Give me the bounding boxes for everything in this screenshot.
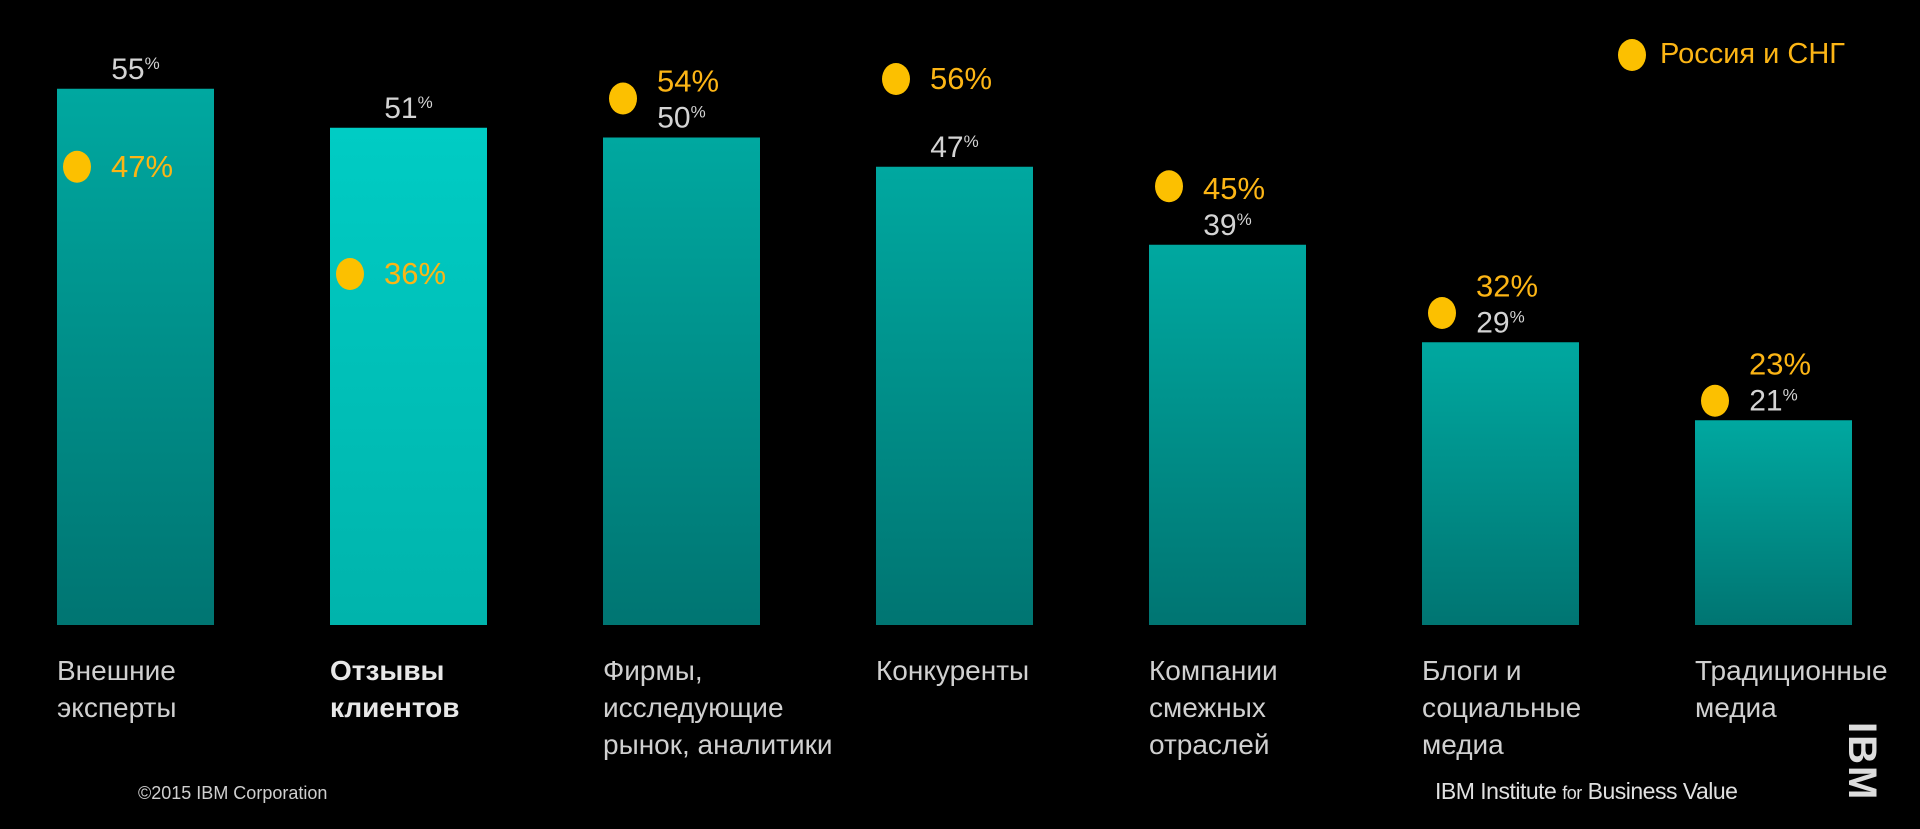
region-marker	[882, 63, 910, 95]
category-label: Блоги и социальные медиа	[1422, 655, 1582, 760]
category-label: Фирмы, исследующие рынок, аналитики	[603, 655, 833, 760]
category-label: Отзывы клиентов	[330, 655, 460, 723]
institute-label: IBM Institute for Business Value	[1435, 778, 1738, 805]
region-marker	[1155, 170, 1183, 203]
category-label: Конкуренты	[876, 655, 1030, 686]
bar	[603, 137, 760, 625]
region-value-label: 56%	[930, 61, 992, 96]
institute-for: for	[1562, 783, 1582, 803]
bar	[1422, 342, 1579, 625]
category-label: Традиционные медиа	[1695, 655, 1888, 723]
institute-rest: Business Value	[1581, 778, 1738, 804]
ibm-logo: IBM	[1840, 722, 1884, 802]
copyright: ©2015 IBM Corporation	[138, 783, 328, 803]
bar-value-label: 51%	[384, 92, 433, 125]
bar-value-label: 55%	[111, 53, 160, 86]
bar-value-label: 47%	[930, 131, 979, 164]
legend-label: Россия и СНГ	[1660, 38, 1846, 70]
region-value-label: 45%	[1203, 171, 1265, 206]
legend: Россия и СНГ	[1618, 38, 1845, 71]
legend-marker-icon	[1618, 38, 1646, 71]
region-value-label: 32%	[1476, 268, 1538, 303]
bar	[330, 127, 487, 625]
bar	[1149, 244, 1306, 625]
bar-value-label: 29%	[1476, 306, 1525, 339]
region-marker	[1701, 384, 1729, 417]
region-value-label: 47%	[111, 149, 173, 184]
category-label: Внешние эксперты	[57, 655, 177, 723]
bar-value-label: 39%	[1203, 209, 1252, 242]
bar-value-label: 50%	[657, 102, 706, 135]
region-marker	[1428, 297, 1456, 329]
region-value-label: 54%	[657, 64, 719, 99]
institute-main: IBM Institute	[1435, 778, 1563, 804]
category-label: Компании смежных отраслей	[1149, 655, 1278, 760]
region-marker	[336, 258, 364, 290]
bar	[1695, 420, 1852, 625]
region-marker	[63, 150, 91, 183]
bar	[876, 166, 1033, 625]
region-value-label: 23%	[1749, 346, 1811, 381]
region-marker	[609, 82, 637, 115]
bar-value-label: 21%	[1749, 384, 1798, 417]
region-value-label: 36%	[384, 256, 446, 291]
